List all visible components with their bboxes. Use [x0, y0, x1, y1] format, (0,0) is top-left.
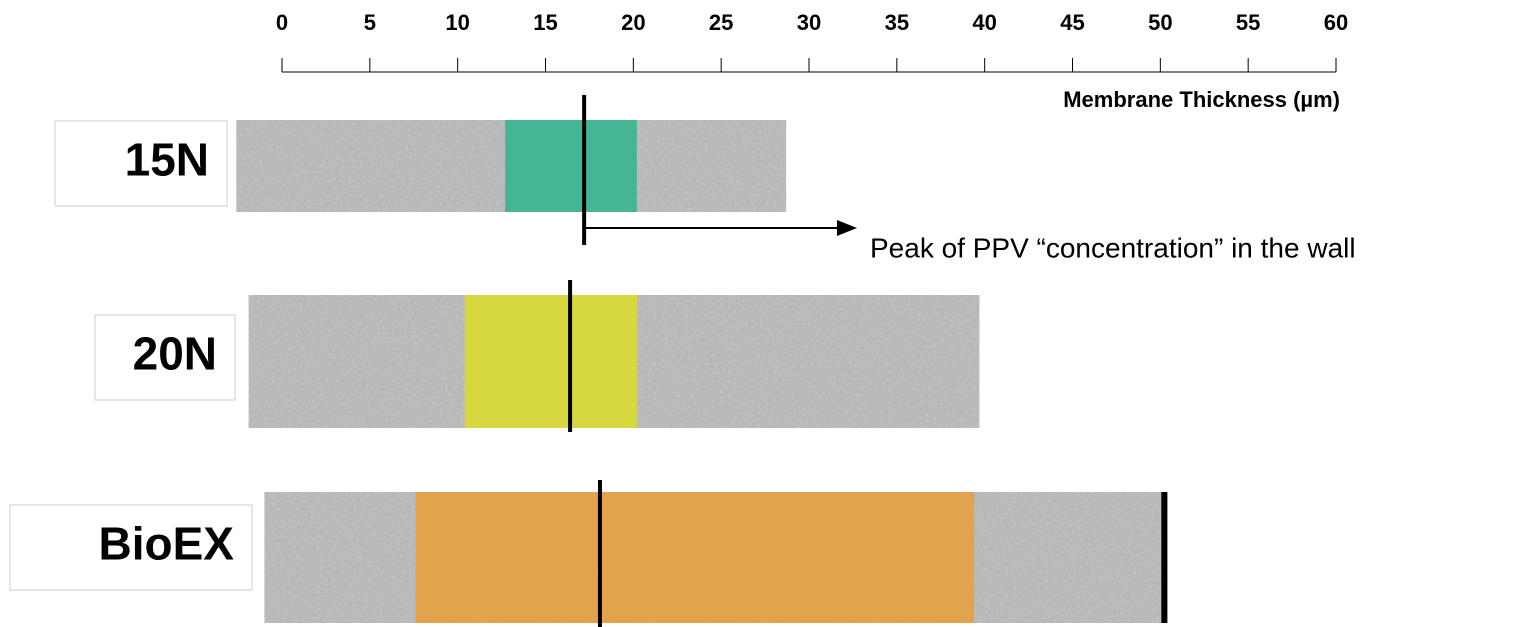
tick-label: 35 [885, 10, 909, 35]
ppv-zone [505, 120, 637, 212]
membrane-label: 15N [125, 134, 209, 186]
axis-title: Membrane Thickness (µm) [1063, 87, 1340, 112]
tick-label: 25 [709, 10, 733, 35]
diagram: Membrane Thickness (µm) 0 5 10 15 20 25 30 35 40… [0, 0, 1519, 627]
ppv-zone [416, 492, 975, 623]
tick-label: 60 [1324, 10, 1348, 35]
tick-label: 15 [533, 10, 557, 35]
tick-label: 5 [364, 10, 376, 35]
tick-label: 20 [621, 10, 645, 35]
tick-label: 0 [276, 10, 288, 35]
tick-label: 45 [1060, 10, 1084, 35]
tick-label: 50 [1148, 10, 1172, 35]
membrane-label: BioEX [99, 518, 235, 570]
annotation: Peak of PPV “concentration” in the wall [870, 232, 1356, 263]
tick-label: 30 [797, 10, 821, 35]
edge [1161, 492, 1167, 623]
tick-label: 55 [1236, 10, 1260, 35]
ppv-zone [465, 295, 637, 428]
tick-label: 10 [445, 10, 469, 35]
tick-label: 40 [972, 10, 996, 35]
membrane-label: 20N [133, 328, 217, 380]
